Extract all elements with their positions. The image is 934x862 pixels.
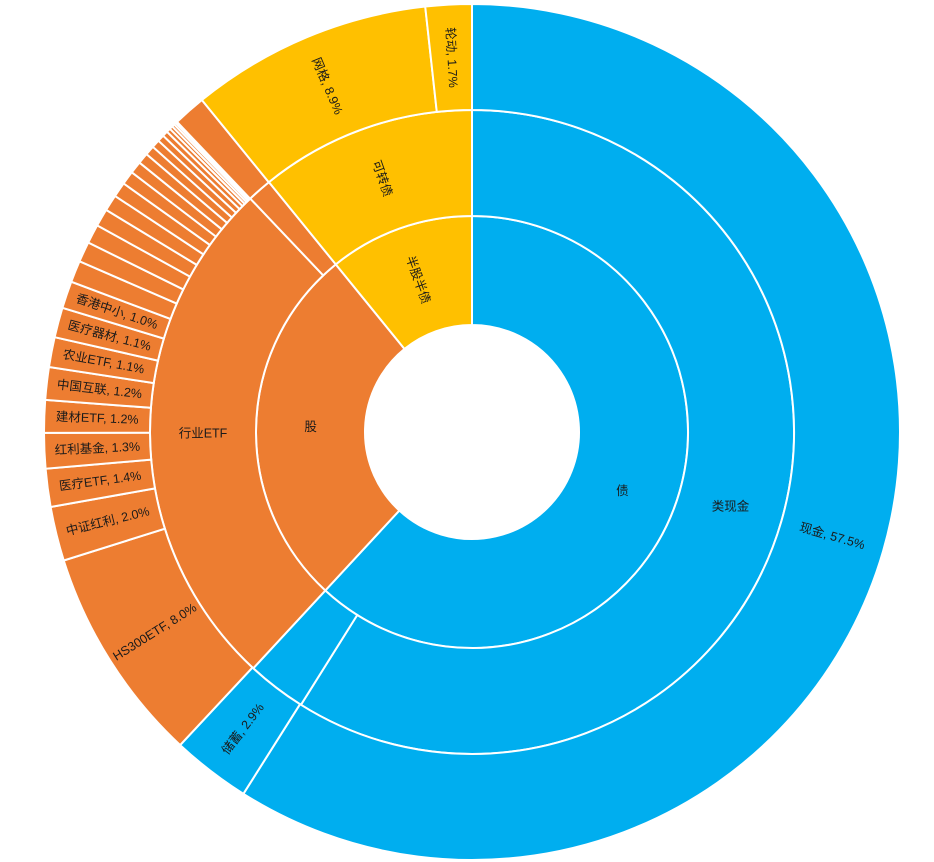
ring1-label-债: 债 (616, 484, 629, 498)
ring3-segment-现金 (242, 2, 902, 861)
ring2-label-行业etf: 行业ETF (179, 427, 228, 441)
ring3-label-红利基金: 红利基金, 1.3% (54, 439, 140, 458)
ring3-label-建材etf: 建材ETF, 1.2% (56, 410, 139, 427)
ring3-segment-轮动 (424, 2, 473, 114)
ring2-label-类现金: 类现金 (712, 498, 750, 513)
ring3-label-轮动: 轮动, 1.7% (443, 27, 460, 88)
ring1-label-股: 股 (304, 420, 317, 434)
